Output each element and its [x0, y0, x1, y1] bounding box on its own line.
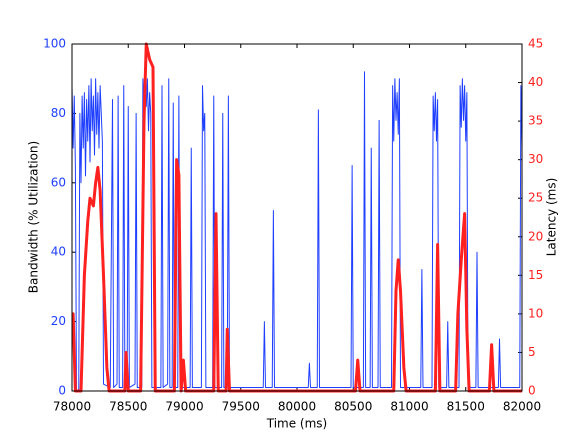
- y2-tick-label: 45: [528, 37, 543, 51]
- y-tick-label: 0: [58, 384, 66, 398]
- y2-tick-label: 20: [528, 229, 543, 243]
- x-tick-label: 78500: [109, 400, 147, 414]
- x-tick-label: 81000: [390, 400, 428, 414]
- y-tick-label: 40: [51, 245, 66, 259]
- x-tick-label: 79000: [165, 400, 203, 414]
- x-tick-label: 80500: [334, 400, 372, 414]
- y2-tick-label: 30: [528, 152, 543, 166]
- x-tick-label: 81500: [447, 400, 485, 414]
- y-tick-label: 20: [51, 314, 66, 328]
- line-series: [71, 42, 522, 393]
- y2-tick-label: 5: [528, 345, 536, 359]
- y-tick-label: 60: [51, 175, 66, 189]
- y2-tick-label: 25: [528, 191, 543, 205]
- x-tick-label: 80000: [278, 400, 316, 414]
- x-tick-label: 82000: [503, 400, 541, 414]
- y-axis-label: Bandwidth (% Utilization): [27, 141, 41, 293]
- y-tick-label: 100: [43, 37, 66, 51]
- y2-tick-label: 40: [528, 75, 543, 89]
- y2-tick-label: 35: [528, 114, 543, 128]
- x-tick-label: 78000: [53, 400, 91, 414]
- x-axis-label: Time (ms): [266, 417, 328, 431]
- y2-tick-label: 0: [528, 384, 536, 398]
- x-tick-label: 79500: [222, 400, 260, 414]
- plot-frame: [71, 43, 523, 392]
- y2-axis-label: Latency (ms): [545, 178, 559, 257]
- y2-tick-label: 15: [528, 268, 543, 282]
- y2-tick-label: 10: [528, 306, 543, 320]
- y-tick-label: 80: [51, 106, 66, 120]
- line-series: [71, 71, 523, 392]
